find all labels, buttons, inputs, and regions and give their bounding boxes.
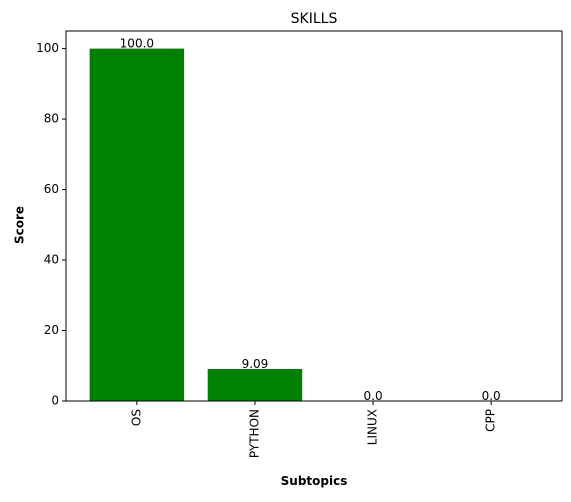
- bars-group: [89, 48, 303, 401]
- bar-os: [89, 48, 185, 401]
- y-tick-label: 100: [36, 41, 59, 55]
- data-labels-group: 100.0 9.09 0.0 0.0: [120, 37, 501, 403]
- x-tick-label-linux: LINUX: [366, 409, 380, 445]
- y-tick-label: 20: [44, 323, 59, 337]
- x-tick-label-python: PYTHON: [247, 409, 261, 458]
- x-axis-label: Subtopics: [281, 474, 348, 488]
- y-axis-label: Score: [13, 206, 27, 244]
- y-tick-label: 0: [51, 394, 59, 408]
- data-label-os: 100.0: [120, 37, 154, 51]
- plot-area-frame: [65, 30, 563, 402]
- y-tick-label: 60: [44, 182, 59, 196]
- chart-title: SKILLS: [291, 11, 338, 27]
- y-tick-label: 40: [44, 253, 59, 267]
- x-axis: OS PYTHON LINUX CPP: [129, 401, 498, 458]
- y-tick-label: 80: [44, 112, 59, 126]
- data-label-linux: 0.0: [364, 389, 383, 403]
- bar-python: [207, 368, 303, 401]
- y-axis: 0 20 40 60 80 100: [36, 41, 66, 408]
- x-tick-label-cpp: CPP: [484, 409, 498, 432]
- data-label-cpp: 0.0: [482, 389, 501, 403]
- x-tick-label-os: OS: [129, 409, 143, 426]
- data-label-python: 9.09: [242, 357, 269, 371]
